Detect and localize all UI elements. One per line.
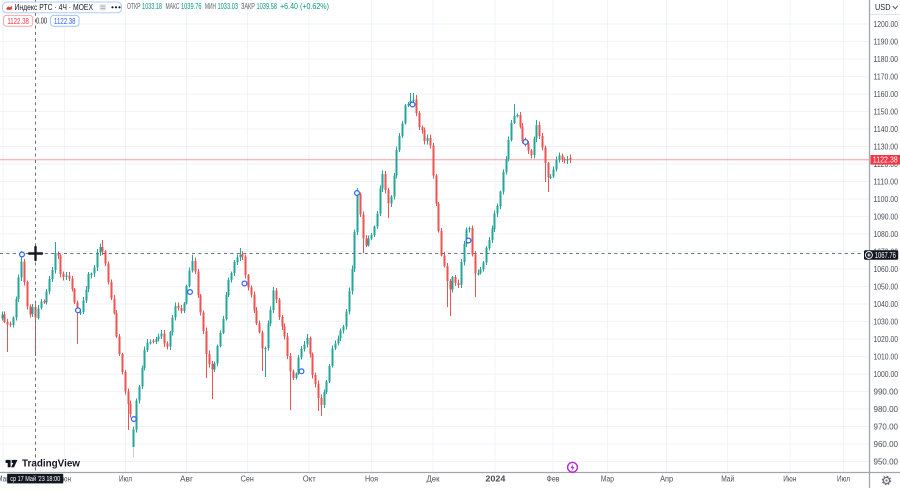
svg-text:Окт: Окт xyxy=(303,475,316,484)
svg-text:1122.38: 1122.38 xyxy=(7,17,29,26)
svg-text:+6.40 (+0.62%): +6.40 (+0.62%) xyxy=(280,1,329,11)
svg-text:1020.00: 1020.00 xyxy=(874,335,899,344)
svg-text:Июл: Июл xyxy=(837,475,850,484)
svg-text:1130.00: 1130.00 xyxy=(874,143,899,152)
svg-text:1190.00: 1190.00 xyxy=(874,38,899,47)
svg-text:1110.00: 1110.00 xyxy=(874,178,899,187)
svg-text:Мар: Мар xyxy=(601,475,614,484)
svg-text:1100.00: 1100.00 xyxy=(874,195,899,204)
svg-text:2024: 2024 xyxy=(485,475,506,484)
svg-text:0.00: 0.00 xyxy=(36,17,47,26)
svg-text:1140.00: 1140.00 xyxy=(874,125,899,134)
svg-text:Авг: Авг xyxy=(180,475,193,484)
svg-text:970.00: 970.00 xyxy=(874,423,899,432)
svg-text:1060.00: 1060.00 xyxy=(874,265,899,274)
svg-text:1160.00: 1160.00 xyxy=(874,90,899,99)
svg-text:990.00: 990.00 xyxy=(874,388,899,397)
svg-text:МАКС: МАКС xyxy=(166,1,180,11)
svg-text:1033.18: 1033.18 xyxy=(142,1,162,11)
svg-text:1122.38: 1122.38 xyxy=(873,155,898,164)
svg-text:1030.00: 1030.00 xyxy=(874,318,899,327)
svg-text:ЗАКР: ЗАКР xyxy=(241,1,255,11)
svg-text:Дек: Дек xyxy=(427,475,440,484)
svg-text:1000.00: 1000.00 xyxy=(874,370,899,379)
svg-text:Апр: Апр xyxy=(660,475,673,484)
svg-text:1067.76: 1067.76 xyxy=(875,251,896,260)
svg-text:Июн: Июн xyxy=(783,475,796,484)
svg-text:950.00: 950.00 xyxy=(874,458,899,467)
svg-text:1010.00: 1010.00 xyxy=(874,353,899,362)
svg-text:960.00: 960.00 xyxy=(874,440,899,449)
svg-text:Сен: Сен xyxy=(241,475,254,484)
svg-text:1039.76: 1039.76 xyxy=(181,1,202,11)
svg-text:1033.03: 1033.03 xyxy=(218,1,239,11)
svg-text:1170.00: 1170.00 xyxy=(874,73,899,82)
svg-text:1050.00: 1050.00 xyxy=(874,283,899,292)
svg-text:1039.58: 1039.58 xyxy=(257,1,278,11)
svg-text:TradingView: TradingView xyxy=(22,459,80,470)
svg-text:Ноя: Ноя xyxy=(365,475,378,484)
svg-text:980.00: 980.00 xyxy=(874,405,899,414)
svg-text:1080.00: 1080.00 xyxy=(874,230,899,239)
svg-text:1122.38: 1122.38 xyxy=(54,17,76,26)
svg-text:Июл: Июл xyxy=(119,475,132,484)
svg-text:ср 17 Май '23 18:00: ср 17 Май '23 18:00 xyxy=(10,475,60,483)
svg-text:1200.00: 1200.00 xyxy=(874,20,899,29)
svg-text:1040.00: 1040.00 xyxy=(874,300,899,309)
svg-text:МИН: МИН xyxy=(205,1,216,11)
svg-text:1150.00: 1150.00 xyxy=(874,108,899,117)
svg-text:USD: USD xyxy=(875,2,891,12)
svg-text:Фев: Фев xyxy=(547,475,560,484)
svg-text:ОТКР: ОТКР xyxy=(127,1,141,11)
svg-text:Индекс РТС · 4Ч · MOEX: Индекс РТС · 4Ч · MOEX xyxy=(15,2,94,12)
svg-text:1180.00: 1180.00 xyxy=(874,55,899,64)
svg-text:Май: Май xyxy=(721,475,734,484)
svg-text:1090.00: 1090.00 xyxy=(874,213,899,222)
